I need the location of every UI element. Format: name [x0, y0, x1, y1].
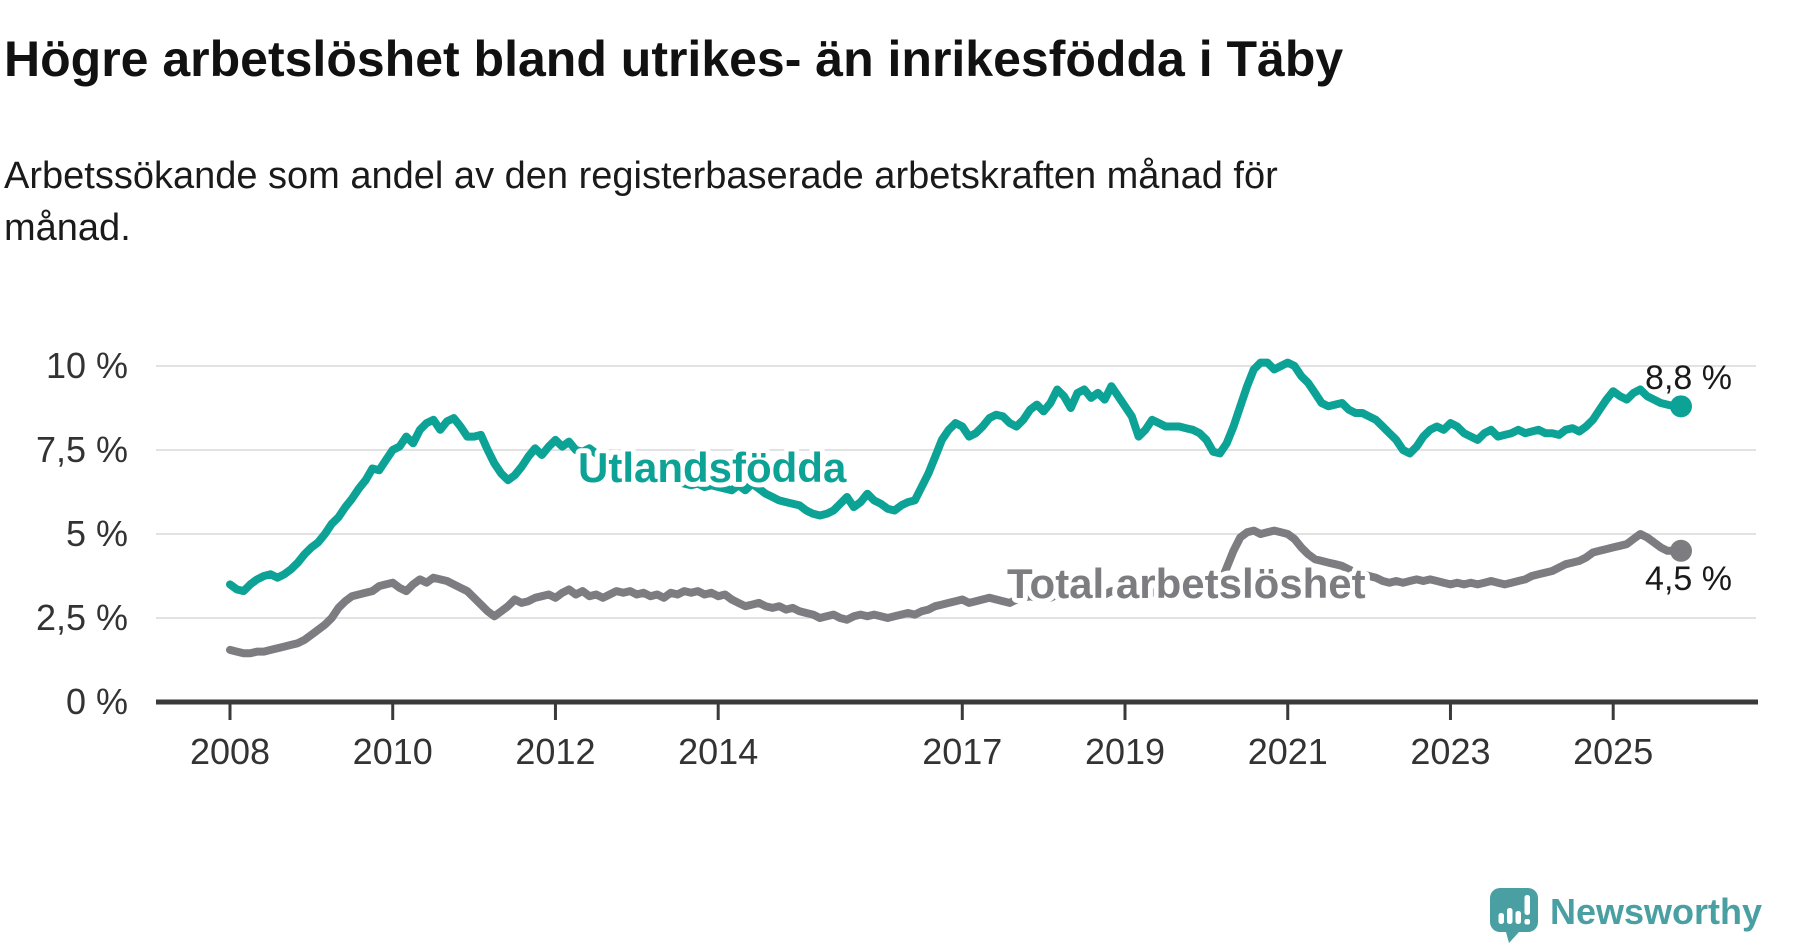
series-end-dot-total-arbetsloshet: [1670, 539, 1692, 562]
x-axis-tick-label: 2008: [190, 731, 270, 772]
x-axis-tick-label: 2025: [1573, 731, 1653, 772]
x-axis-tick-label: 2019: [1085, 731, 1165, 772]
brand-name: Newsworthy: [1550, 891, 1762, 932]
x-axis-tick-label: 2014: [678, 731, 758, 772]
series-end-dot-utlandsfodda: [1670, 395, 1692, 418]
y-axis-tick-label: 2,5 %: [36, 597, 128, 638]
y-axis-tick-label: 10 %: [46, 345, 128, 386]
chart-subtitle-line1: Arbetssökande som andel av den registerb…: [4, 155, 1278, 197]
end-value-label-total: 4,5 %: [1645, 560, 1732, 598]
speech-bubble-shape: [1490, 888, 1538, 943]
logo-exclamation-dot: [1524, 919, 1530, 925]
series-line-utlandsfodda: [226, 358, 1685, 596]
x-axis-tick-label: 2012: [515, 731, 595, 772]
y-axis-tick-label: 0 %: [66, 681, 128, 722]
series-label-utlandsfodda: Utlandsfödda: [578, 444, 847, 491]
logo-bar-1: [1498, 913, 1504, 924]
newsworthy-logo: Newsworthy: [1490, 888, 1762, 943]
page-title: Högre arbetslöshet bland utrikes- än inr…: [4, 31, 1343, 87]
x-axis-tick-label: 2017: [922, 731, 1002, 772]
end-value-label-utlandsfodda: 8,8 %: [1645, 359, 1732, 397]
logo-exclamation-bar: [1524, 895, 1530, 915]
series-label-total-arbetsloshet: Total arbetslöshet: [1007, 560, 1366, 607]
logo-bar-3: [1515, 911, 1521, 924]
x-axis-tick-label: 2010: [353, 731, 433, 772]
x-axis-tick-label: 2023: [1410, 731, 1490, 772]
logo-bar-2: [1507, 908, 1513, 924]
x-axis-tick-label: 2021: [1248, 731, 1328, 772]
y-axis-tick-label: 5 %: [66, 513, 128, 554]
y-axis-tick-label: 7,5 %: [36, 429, 128, 470]
series-line-total-arbetsloshet: [226, 526, 1685, 658]
newsworthy-bubble-icon: [1490, 888, 1538, 943]
plot-area: 0 % 2,5 % 5 % 7,5 % 10 % 2008 2010 2012 2014 2017…: [36, 345, 1758, 772]
chart-subtitle-line2: månad.: [4, 207, 131, 249]
